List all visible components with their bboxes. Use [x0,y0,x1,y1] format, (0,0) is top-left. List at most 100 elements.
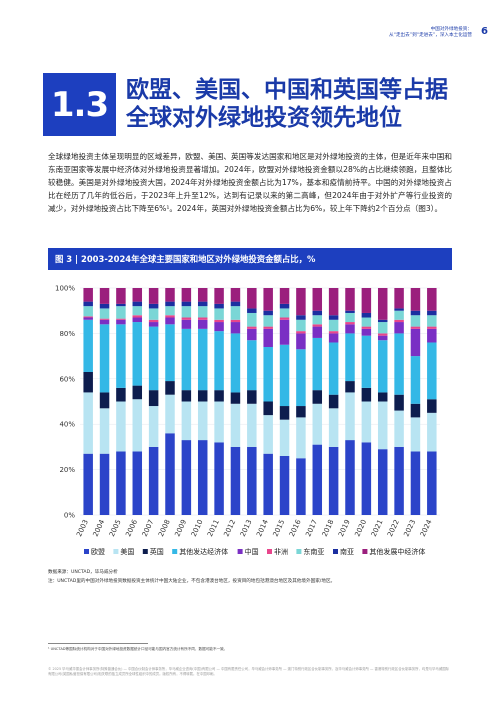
bar-segment [296,458,306,515]
x-tick-label: 2008 [157,518,172,538]
bar-segment [361,317,372,327]
bar-segment [410,288,421,311]
legend-label: 东南亚 [303,547,324,556]
bar-segment [296,333,306,350]
bar-segment [410,326,421,329]
x-tick-label: 2006 [124,518,139,538]
bar-segment [230,403,241,447]
bar-segment [394,446,404,515]
bar-segment [132,288,143,302]
bar-segment [148,446,159,515]
bar-segment [99,308,110,319]
bar-segment [214,303,224,309]
bar-segment [165,288,175,302]
bar-segment [247,403,257,447]
bar-segment [263,401,273,416]
bar-segment [279,317,290,320]
y-tick-label: 40% [59,421,75,429]
bar-segment [99,453,110,515]
copyright-text: © 2025 毕马威华振会计师事务所(特殊普通合伙) — 中国合伙制会计师事务所… [48,667,450,676]
stacked-bar-chart: 0%20%40%60%80%100%2003 2004 2005 2006 2007 20… [55,285,440,556]
bar-segment [181,401,192,441]
bar-segment [116,324,126,388]
bar-segment [132,322,143,386]
bar-segment [263,288,273,311]
bar-segment [83,316,93,318]
bar-segment [296,349,306,407]
bar-segment [165,324,175,382]
bar-segment [312,390,323,404]
bar-segment [263,328,273,348]
bar-segment [247,446,257,515]
bar-segment [165,315,175,318]
header-title: 中国对外绿地投资： 从“走出去”到“走进去”，深入本土化运营 [389,27,472,39]
footnote: ¹ UNCTAD等国际统计机构对于中国对外绿地投资数据统计口径可能与国内官方统计… [48,647,228,651]
bar-segment [427,451,437,515]
bar-segment [116,401,126,452]
bar-segment [230,322,241,334]
bar-segment [181,306,192,318]
legend-swatch [237,549,243,554]
x-tick-label: 2017 [304,518,319,538]
bar-segment [247,288,257,309]
bar-segment [214,288,224,304]
x-tick-label: 2023 [402,518,417,538]
bar-segment [394,308,404,311]
bar-segment [197,306,208,318]
bar-segment [328,394,339,409]
bar-segment [214,401,224,443]
bar-segment [214,390,224,402]
source-line: 数据来源：UNCTAD，毕马威分析 [48,570,118,575]
page-number: 6 [481,26,488,37]
bar-segment [394,319,404,323]
bar-segment [263,315,273,327]
bar-segment [394,394,404,411]
bar-segment [148,390,159,407]
bar-segment [181,317,192,320]
bar-segment [263,310,273,316]
bar-segment [132,315,143,318]
bar-segment [197,317,208,320]
y-tick-label: 60% [59,375,75,383]
bar-segment [394,310,404,320]
bar-segment [99,392,110,409]
bar-segment [132,317,143,323]
bar-segment [361,312,372,318]
bar-segment [427,315,437,327]
bar-segment [165,394,175,434]
y-tick-label: 20% [59,466,75,474]
legend-swatch [142,549,148,554]
legend-swatch [333,549,338,554]
bar-segment [83,301,93,307]
bar-segment [230,446,241,515]
x-tick-label: 2019 [337,518,352,538]
bar-segment [328,319,339,332]
bar-segment [197,390,208,402]
bar-segment [214,319,224,323]
bar-segment [427,326,437,329]
note-line: 注：UNCTAD里的中国对外绿地投资数据投资主体统计中国大陆企业，不包含港澳台地… [48,579,336,584]
x-tick-label: 2007 [141,518,156,538]
bar-segment [165,317,175,325]
bar-segment [279,308,290,318]
x-tick-label: 2013 [239,518,254,538]
bar-segment [148,322,159,327]
section-title: 欧盟、美国、中国和英国等占据全球对外绿地投资领先地位 [126,77,448,131]
legend-label: 其他发展中经济体 [369,547,425,556]
bar-segment [296,417,306,459]
legend-label: 南亚 [340,547,354,556]
bar-segment [312,326,323,338]
bar-segment [328,288,339,316]
bar-segment [410,315,421,327]
legend-label: 美国 [120,547,134,556]
bar-segment [263,453,273,515]
source-notes: 数据来源：UNCTAD，毕马威分析 注：UNCTAD里的中国对外绿地投资数据投资… [48,568,452,586]
bar-segment [328,315,339,320]
legend-swatch [267,549,272,554]
bar-segment [279,406,290,420]
y-tick-label: 80% [59,330,75,338]
bar-segment [116,288,126,304]
bar-segment [345,440,355,515]
bar-segment [312,403,323,445]
bar-segment [410,310,421,316]
